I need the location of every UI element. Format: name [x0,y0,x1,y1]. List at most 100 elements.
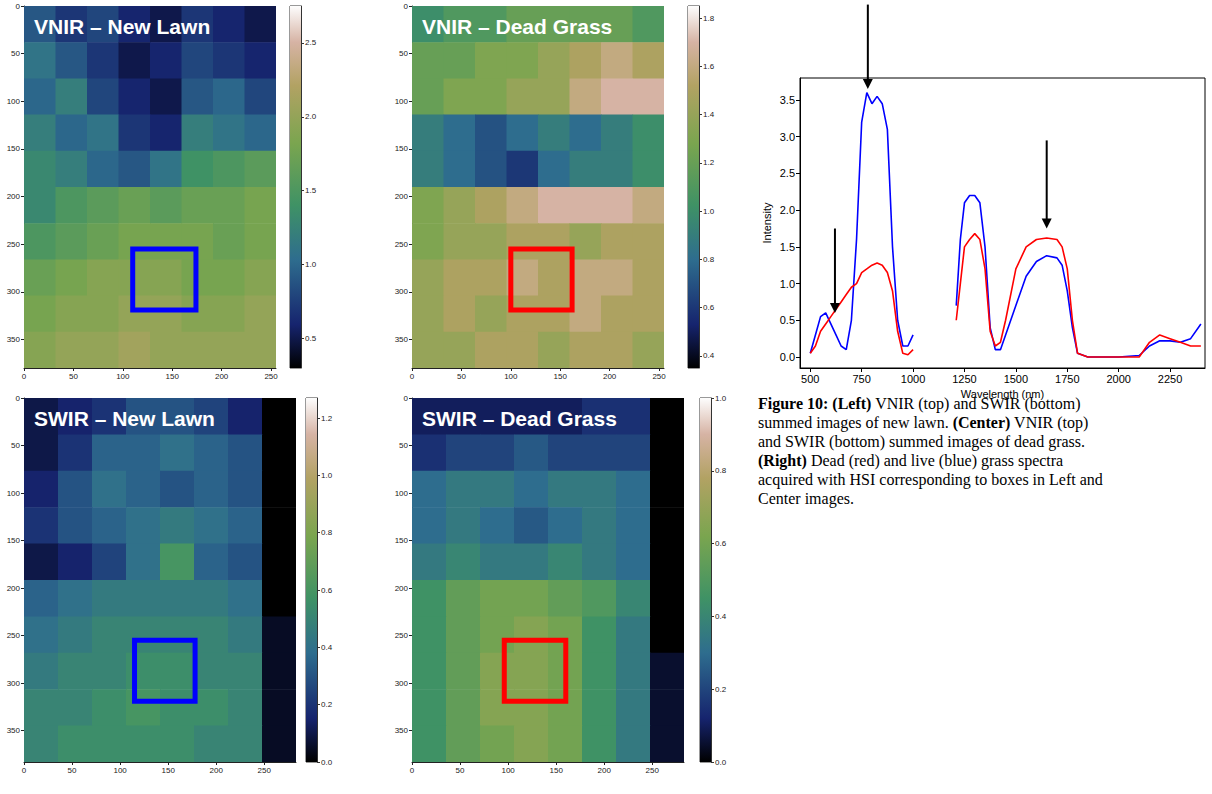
svg-text:1.6: 1.6 [703,62,715,71]
svg-text:250: 250 [646,766,660,775]
svg-text:200: 200 [598,766,612,775]
svg-text:3.5: 3.5 [780,94,795,106]
svg-text:150: 150 [395,536,409,545]
svg-text:50: 50 [69,372,78,381]
svg-text:150: 150 [395,144,409,153]
svg-text:3.0: 3.0 [780,131,795,143]
svg-text:350: 350 [7,335,21,344]
svg-text:2.5: 2.5 [780,167,795,179]
svg-text:2000: 2000 [1106,373,1130,385]
svg-text:250: 250 [264,372,278,381]
svg-text:250: 250 [395,631,409,640]
svg-text:0.2: 0.2 [715,685,727,694]
svg-text:150: 150 [166,372,180,381]
svg-text:Intensity: Intensity [761,202,773,243]
svg-text:0.4: 0.4 [703,351,715,360]
svg-text:150: 150 [7,536,21,545]
svg-text:100: 100 [116,372,130,381]
svg-text:100: 100 [7,489,21,498]
svg-text:0: 0 [410,372,415,381]
svg-text:1.0: 1.0 [715,394,727,403]
svg-text:350: 350 [395,726,409,735]
svg-text:0.6: 0.6 [703,303,715,312]
svg-text:100: 100 [501,766,515,775]
svg-text:2.5: 2.5 [305,38,317,47]
svg-text:2.0: 2.0 [780,204,795,216]
svg-text:150: 150 [549,766,563,775]
svg-text:100: 100 [504,372,518,381]
svg-text:100: 100 [395,489,409,498]
svg-text:2.0: 2.0 [305,112,317,121]
svg-text:250: 250 [258,766,272,775]
svg-text:0.8: 0.8 [703,255,715,264]
svg-text:200: 200 [210,766,224,775]
svg-text:350: 350 [7,726,21,735]
svg-text:0.5: 0.5 [780,314,795,326]
svg-text:1.0: 1.0 [321,471,333,480]
svg-text:1250: 1250 [952,373,976,385]
svg-text:150: 150 [554,372,568,381]
svg-text:0.8: 0.8 [715,466,727,475]
svg-text:1.5: 1.5 [780,241,795,253]
svg-text:250: 250 [652,372,666,381]
svg-text:0.2: 0.2 [321,700,333,709]
svg-text:0: 0 [410,766,415,775]
svg-text:1750: 1750 [1055,373,1079,385]
svg-text:350: 350 [395,335,409,344]
svg-text:0.0: 0.0 [715,758,727,767]
svg-text:150: 150 [161,766,175,775]
svg-text:1.2: 1.2 [703,158,715,167]
svg-text:50: 50 [457,372,466,381]
svg-text:0: 0 [404,2,409,11]
svg-text:SWIR – New Lawn: SWIR – New Lawn [34,407,215,430]
svg-text:100: 100 [395,97,409,106]
svg-text:0: 0 [22,372,27,381]
svg-text:50: 50 [11,441,20,450]
svg-text:50: 50 [399,49,408,58]
svg-text:0: 0 [22,766,27,775]
svg-text:0: 0 [404,394,409,403]
svg-text:0: 0 [16,394,21,403]
svg-text:200: 200 [7,584,21,593]
svg-text:1.4: 1.4 [703,110,715,119]
svg-text:50: 50 [68,766,77,775]
svg-text:300: 300 [7,287,21,296]
svg-text:50: 50 [456,766,465,775]
svg-text:0: 0 [16,2,21,11]
svg-text:100: 100 [113,766,127,775]
svg-text:100: 100 [7,97,21,106]
svg-text:200: 200 [7,192,21,201]
svg-text:50: 50 [399,441,408,450]
svg-text:0.5: 0.5 [305,334,317,343]
svg-text:300: 300 [395,287,409,296]
svg-text:VNIR – Dead Grass: VNIR – Dead Grass [422,15,612,38]
svg-text:300: 300 [395,679,409,688]
svg-text:0.4: 0.4 [321,643,333,652]
svg-text:500: 500 [801,373,819,385]
svg-text:0.0: 0.0 [780,351,795,363]
svg-text:250: 250 [7,240,21,249]
svg-text:300: 300 [7,679,21,688]
svg-text:1.0: 1.0 [780,278,795,290]
svg-text:SWIR – Dead Grass: SWIR – Dead Grass [422,407,617,430]
svg-text:1.5: 1.5 [305,186,317,195]
svg-text:200: 200 [395,584,409,593]
svg-text:200: 200 [603,372,617,381]
svg-text:1000: 1000 [901,373,925,385]
svg-text:150: 150 [7,144,21,153]
svg-text:50: 50 [11,49,20,58]
svg-text:0.8: 0.8 [321,528,333,537]
svg-text:250: 250 [7,631,21,640]
svg-text:250: 250 [395,240,409,249]
svg-text:200: 200 [395,192,409,201]
svg-text:2250: 2250 [1158,373,1182,385]
svg-text:0.6: 0.6 [321,586,333,595]
svg-text:VNIR – New Lawn: VNIR – New Lawn [34,15,210,38]
svg-text:1.0: 1.0 [703,207,715,216]
svg-text:750: 750 [852,373,870,385]
svg-text:0.0: 0.0 [321,758,333,767]
svg-text:0.6: 0.6 [715,539,727,548]
svg-text:1.8: 1.8 [703,14,715,23]
svg-text:1500: 1500 [1004,373,1028,385]
svg-text:1.2: 1.2 [321,414,333,423]
